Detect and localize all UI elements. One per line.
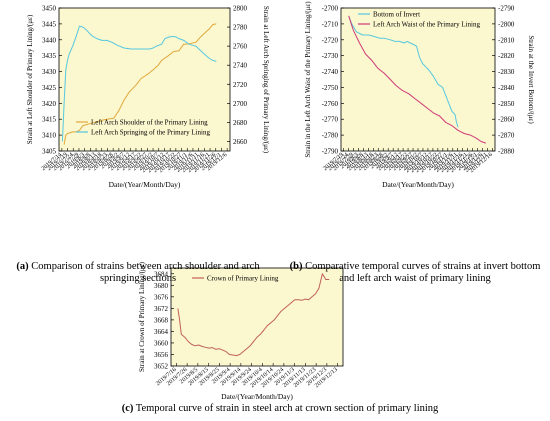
chart-c-ytick-left-label: 3676 <box>154 293 169 301</box>
chart-a-ytick-right-label: 2800 <box>233 5 248 13</box>
chart-b-ytick-right-label: -2800 <box>498 20 515 28</box>
caption-b-label: (b) <box>289 261 303 272</box>
chart-b-legend-label-1: Bottom of Invert <box>373 11 420 19</box>
chart-a-x-axis-label: Date/(Year/Month/Day) <box>109 180 181 189</box>
chart-a-ytick-right-label: 2740 <box>233 62 248 70</box>
chart-a-ytick-left-label: 3445 <box>42 20 57 28</box>
chart-b-ytick-right-label: -2810 <box>498 36 515 44</box>
chart-b-y-axis-label-right: Strain at the Invert Bottom/(με) <box>527 35 535 124</box>
chart-b-ytick-right-label: -2860 <box>498 116 515 124</box>
chart-c-ytick-left-label: 3652 <box>154 363 169 371</box>
chart-c-ytick-left-label: 3684 <box>154 270 169 278</box>
chart-a-ytick-right-label: 2720 <box>233 81 248 89</box>
chart-a-ytick-right-label: 2780 <box>233 24 248 32</box>
chart-a-ytick-left-label: 3440 <box>42 36 57 44</box>
caption-c: (c) Temporal curve of strain in steel ar… <box>90 403 470 415</box>
chart-a-ytick-left-label: 3450 <box>42 5 57 13</box>
caption-c-text: Temporal curve of strain in steel arch a… <box>135 403 439 414</box>
chart-b-ytick-right-label: -2850 <box>498 100 515 108</box>
chart-b-ytick-left-label: -2720 <box>322 36 339 44</box>
chart-c-ytick-left-label: 3664 <box>154 328 169 336</box>
chart-a-ytick-left-label: 3415 <box>42 116 57 124</box>
chart-b-ytick-left-label: -2710 <box>322 20 339 28</box>
chart-b-ytick-left-label: -2790 <box>322 148 339 156</box>
chart-c-legend-label-1: Crown of Primary Lining <box>207 275 279 283</box>
chart-c-ytick-left-label: 3660 <box>154 339 169 347</box>
chart-b-ytick-left-label: -2770 <box>322 116 339 124</box>
chart-b-plot-area <box>340 7 496 152</box>
chart-b-ytick-left-label: -2730 <box>322 52 339 60</box>
chart-b-ytick-right-label: -2870 <box>498 132 515 140</box>
chart-c-ytick-left-label: 3672 <box>154 305 169 313</box>
chart-b-ytick-left-label: -2750 <box>322 84 339 92</box>
chart-c-ytick-left-label: 3656 <box>154 351 169 359</box>
chart-c-plot-area <box>170 267 344 367</box>
chart-a-ytick-right-label: 2700 <box>233 100 248 108</box>
chart-b-ytick-left-label: -2780 <box>322 132 339 140</box>
chart-c-ytick-left-label: 3680 <box>154 282 169 290</box>
chart-b-ytick-right-label: -2840 <box>498 84 515 92</box>
chart-b-ytick-right-label: -2880 <box>498 148 515 156</box>
chart-a-ytick-left-label: 3425 <box>42 84 57 92</box>
chart-b-ytick-left-label: -2700 <box>322 5 339 13</box>
chart-b-ytick-left-label: -2740 <box>322 68 339 76</box>
chart-a-ytick-right-label: 2760 <box>233 43 248 51</box>
chart-b-series-2-line <box>348 15 486 144</box>
chart-c-y-axis-label-left: Strain at Crown of Primary Lining/(με) <box>138 261 146 372</box>
chart-a-y-axis-label-right: Strain at Left Arch Springing of Primary… <box>262 6 270 154</box>
chart-a-ytick-right-label: 2680 <box>233 119 248 127</box>
chart-c-ytick-left-label: 3668 <box>154 316 169 324</box>
chart-a-legend-label-2: Left Arch Springing of the Primary Linin… <box>91 129 210 137</box>
chart-a-ytick-left-label: 3435 <box>42 52 57 60</box>
caption-a-label: (a) <box>16 261 29 272</box>
caption-b-text: Comparative temporal curves of strains a… <box>305 261 541 284</box>
chart-b-ytick-right-label: -2820 <box>498 52 515 60</box>
caption-b: (b) Comparative temporal curves of strai… <box>282 261 548 285</box>
chart-c-series-1-line <box>177 273 330 357</box>
chart-a-series-1-line <box>63 23 217 145</box>
caption-a-text: Comparison of strains between arch shoul… <box>31 261 260 284</box>
chart-b-series-1-line <box>348 15 459 128</box>
chart-b-y-axis-label-left: Strain in the Left Arch Waist of the Pri… <box>304 1 312 158</box>
caption-c-label: (c) <box>121 403 134 414</box>
chart-b-ytick-left-label: -2760 <box>322 100 339 108</box>
chart-b-ytick-right-label: -2790 <box>498 5 515 13</box>
chart-a-ytick-left-label: 3420 <box>42 100 57 108</box>
chart-b-legend-label-2: Left Arch Waist of the Primary Lining <box>373 21 481 29</box>
chart-a-ytick-left-label: 3430 <box>42 68 57 76</box>
chart-a-y-axis-label-left: Strain at Left Shoulder of Primary Linin… <box>26 14 34 144</box>
chart-c-x-axis-label: Date/(Year/Month/Day) <box>221 392 293 401</box>
chart-a-ytick-left-label: 3410 <box>42 132 57 140</box>
chart-a-ytick-right-label: 2660 <box>233 138 248 146</box>
chart-b-x-axis-label: Date/(Year/Month/Day) <box>382 180 454 189</box>
chart-b-ytick-right-label: -2830 <box>498 68 515 76</box>
caption-a: (a) Comparison of strains between arch s… <box>4 261 272 285</box>
chart-a-legend-label-1: Left Arch Shoulder of the Primary Lining <box>91 119 208 127</box>
chart-a-series-2-line <box>61 25 217 142</box>
chart-a-ytick-left-label: 3405 <box>42 148 57 156</box>
